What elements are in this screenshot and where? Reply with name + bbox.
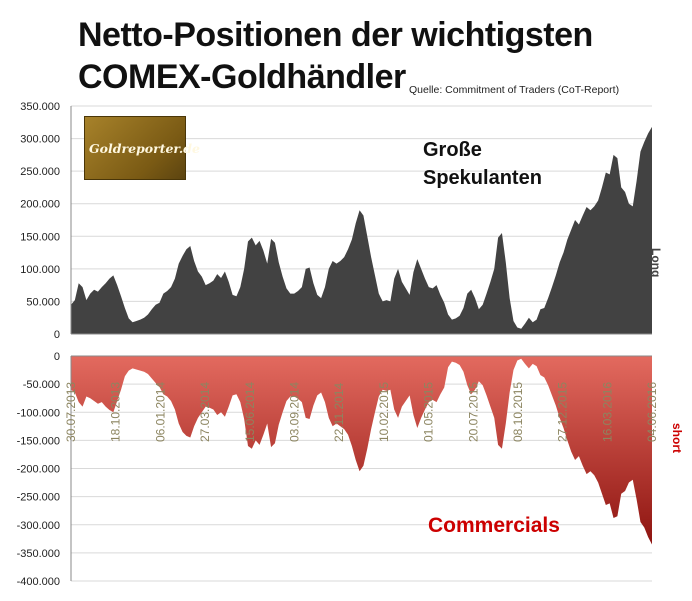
long-area	[71, 126, 652, 334]
short-y-tick-label: -100.000	[17, 407, 60, 419]
short-series-area	[71, 356, 652, 545]
short-area	[71, 356, 652, 545]
long-side-label: Long	[649, 248, 663, 278]
x-date-label: 20.07.2015	[466, 382, 480, 442]
x-date-label: 22.11.2014	[332, 383, 346, 442]
short-y-tick-label: -300.000	[17, 520, 60, 532]
long-y-tick-label: 50.000	[26, 296, 60, 308]
short-y-tick-label: -250.000	[17, 492, 60, 504]
long-y-tick-label: 350.000	[20, 101, 60, 113]
x-date-label: 06.01.2014	[153, 382, 167, 442]
x-date-label: 04.06.2016	[645, 382, 659, 442]
long-y-tick-label: 100.000	[20, 264, 60, 276]
long-y-tick-label: 150.000	[20, 231, 60, 243]
x-date-label: 03.09.2014	[288, 382, 302, 442]
short-side-label: short	[670, 423, 684, 453]
source-note: Quelle: Commitment of Traders (CoT-Repor…	[409, 84, 620, 96]
chart-title: Netto-Positionen der wichtigsten COMEX-G…	[78, 14, 593, 98]
title-line-2: COMEX-Goldhändler	[78, 58, 406, 96]
x-date-label: 27.03.2014	[198, 382, 212, 442]
logo-text: Goldreporter.de	[89, 141, 200, 156]
long-y-tick-label: 250.000	[20, 166, 60, 178]
x-date-label: 27.12.2015	[556, 382, 570, 442]
short-y-tick-label: 0	[54, 351, 60, 363]
x-date-label: 18.10.2013	[109, 382, 123, 442]
x-date-label: 08.10.2015	[511, 382, 525, 442]
long-y-ticks: 350.000 300.000 250.000 200.000 150.000 100.0…	[20, 101, 60, 341]
x-axis-labels: 30.07.2013 18.10.2013 06.01.2014 27.03.2014…	[64, 382, 659, 442]
long-annotation: Große Spekulanten	[423, 136, 542, 192]
x-date-label: 30.07.2013	[64, 382, 78, 442]
x-date-label: 01.05.2015	[422, 382, 436, 442]
long-annotation-line-2: Spekulanten	[423, 167, 542, 189]
title-line-1: Netto-Positionen der wichtigsten	[78, 16, 593, 54]
short-y-tick-label: -350.000	[17, 548, 60, 560]
long-series-area	[71, 126, 652, 334]
x-date-label: 16.03.2016	[600, 382, 614, 442]
short-y-ticks: 0 -50.000 -100.000 -150.000 -200.000 -250.000…	[17, 351, 60, 588]
long-annotation-line-1: Große	[423, 139, 482, 161]
short-annotation: Commercials	[428, 514, 560, 537]
long-y-tick-label: 0	[54, 329, 60, 341]
short-y-tick-label: -150.000	[17, 435, 60, 447]
short-y-tick-label: -200.000	[17, 464, 60, 476]
short-y-tick-label: -400.000	[17, 576, 60, 588]
long-y-tick-label: 300.000	[20, 134, 60, 146]
x-date-label: 10.02.2015	[377, 382, 391, 442]
long-y-tick-label: 200.000	[20, 199, 60, 211]
x-date-label: 15.06.2014	[243, 382, 257, 442]
goldreporter-logo: Goldreporter.de	[84, 116, 200, 180]
axes	[70, 106, 652, 581]
short-y-tick-label: -50.000	[23, 379, 60, 391]
